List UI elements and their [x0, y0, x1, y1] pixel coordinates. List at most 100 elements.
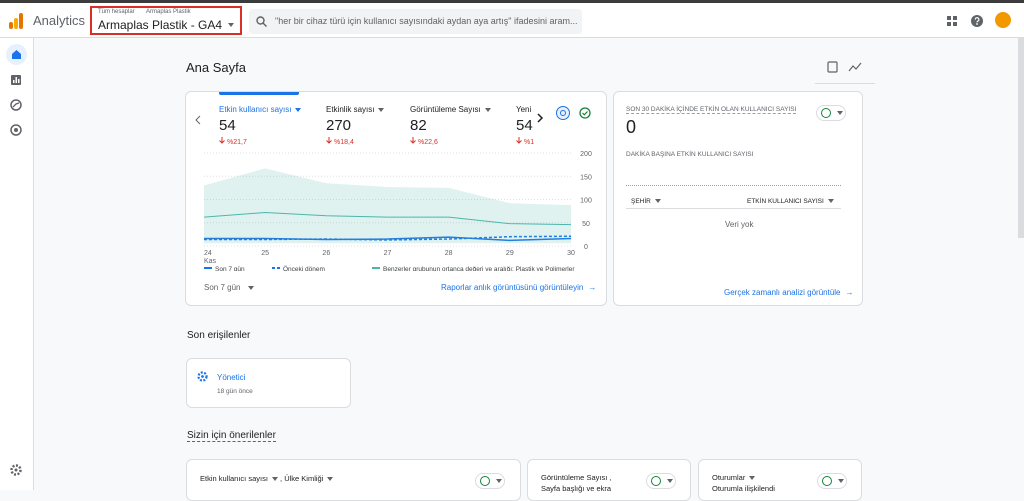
insights-icon[interactable] — [556, 106, 570, 120]
recent-time: 18 gün önce — [217, 388, 253, 395]
suggested-card[interactable]: Etkin kullanıcı sayısı , Ülke Kimliği — [186, 459, 521, 501]
metric-tab[interactable]: Etkinlik sayısı — [326, 105, 385, 114]
card-text: , Ülke Kimliği — [280, 474, 324, 483]
status-chip[interactable] — [475, 473, 505, 489]
metric-value: 54 — [219, 117, 236, 134]
sidebar — [0, 38, 34, 490]
nav-home[interactable] — [6, 44, 27, 65]
suggested-card[interactable]: Görüntüleme Sayısı , Sayfa başlığı ve ek… — [527, 459, 691, 501]
status-chip[interactable] — [817, 473, 847, 489]
series-line — [203, 212, 572, 226]
legend-label: Benzerler grubunun ortanca değeri ve ara… — [383, 266, 575, 271]
x-tick-label: 24 — [204, 250, 212, 257]
x-tick-label: 25 — [261, 250, 269, 257]
status-chip[interactable] — [646, 473, 676, 489]
y-tick-label: 0 — [584, 244, 588, 251]
arrow-path — [219, 137, 225, 144]
realtime-title: SON 30 DAKİKA İÇİNDE ETKİN OLAN KULLANIC… — [626, 106, 797, 114]
card-title: Etkin kullanıcı sayısı , Ülke Kimliği — [200, 474, 334, 483]
y-tick-label: 50 — [582, 221, 590, 228]
avatar[interactable] — [995, 12, 1011, 28]
metric-name: Etkinlik sayısı — [326, 105, 375, 114]
property-selector[interactable]: Tüm hesaplar Armaplas Plastik Armaplas P… — [90, 6, 242, 35]
legend-label: Önceki dönem — [283, 265, 325, 271]
arrow-path — [326, 137, 332, 144]
x-tick-label: 29 — [506, 250, 514, 257]
caret — [295, 107, 302, 112]
table-header[interactable]: ETKİN KULLANICI SAYISI — [747, 198, 834, 205]
change-text: %18,4 — [334, 139, 354, 146]
metric-name: Etkin kullanıcı sayısı — [219, 105, 292, 114]
breadcrumb: Tüm hesaplar — [98, 9, 135, 15]
caret — [378, 107, 385, 112]
status-chip[interactable] — [816, 105, 846, 121]
metric-name: Yeni — [516, 105, 532, 114]
help-icon[interactable] — [971, 15, 983, 27]
legend-label: Son 7 gün — [215, 266, 245, 271]
table-header[interactable]: ŞEHİR — [631, 198, 661, 205]
status-icon — [579, 107, 591, 119]
card-text: Görüntüleme Sayısı , — [541, 473, 612, 482]
x-sublabel: Kas — [204, 258, 217, 265]
suggested-card[interactable]: Oturumlar Oturumla ilişkilendi — [698, 459, 862, 501]
report-link-text: Raporlar anlık görüntüsünü görüntüleyin — [441, 283, 584, 292]
arrow-path — [516, 137, 522, 144]
realtime-card: SON 30 DAKİKA İÇİNDE ETKİN OLAN KULLANIC… — [613, 91, 863, 306]
metric-change: %21,7 — [219, 137, 247, 146]
metric-change: %22,6 — [410, 137, 438, 146]
series-line — [204, 235, 572, 241]
nav-explore[interactable] — [10, 99, 22, 111]
metric-tab[interactable]: Görüntüleme Sayısı — [410, 105, 491, 114]
change-text: %22,6 — [418, 139, 438, 146]
empty-state: Veri yok — [725, 220, 754, 229]
app-name: Analytics — [33, 13, 86, 28]
header-text: ETKİN KULLANICI SAYISI — [747, 198, 824, 205]
x-tick-label: 28 — [445, 250, 453, 257]
change-text: %21,7 — [227, 139, 247, 146]
metric-tab[interactable]: Yeni — [516, 105, 531, 114]
period-select[interactable]: Son 7 gün — [204, 283, 255, 292]
caret — [484, 107, 491, 112]
property-name: Armaplas Plastik - GA4 — [98, 18, 223, 32]
recent-item: Yönetici — [217, 373, 246, 382]
y-tick-label: 100 — [580, 198, 592, 205]
search-box[interactable]: "her bir cihaz türü için kullanıcı sayıs… — [249, 9, 582, 34]
top-bar: Analytics Tüm hesaplar Armaplas Plastik … — [0, 0, 1024, 38]
x-tick-label: 30 — [567, 250, 575, 257]
nav-reports[interactable] — [11, 75, 21, 85]
card-text: Oturumla ilişkilendi — [712, 484, 775, 493]
metric-change: %18,4 — [326, 137, 354, 146]
nav-advertising[interactable] — [10, 124, 22, 136]
metric-value: 82 — [410, 117, 427, 134]
search-placeholder: "her bir cihaz türü için kullanıcı sayıs… — [275, 16, 578, 26]
realtime-value: 0 — [626, 117, 637, 137]
scrollbar — [1018, 38, 1024, 238]
metric-value: 54 — [516, 117, 533, 134]
down-arrow — [219, 137, 225, 144]
realtime-link[interactable]: Gerçek zamanlı analizi görüntüle → — [724, 288, 854, 297]
apps-icon[interactable] — [947, 16, 957, 26]
nav-admin[interactable] — [10, 464, 22, 476]
y-tick-label: 200 — [580, 151, 592, 158]
card-text: Oturumlar — [712, 473, 756, 482]
realtime-link-text: Gerçek zamanlı analizi görüntüle — [724, 288, 841, 297]
series-line — [204, 236, 572, 242]
down-arrow — [326, 137, 332, 144]
benchmark-band — [204, 168, 571, 244]
overview-card: Etkin kullanıcı sayısı 54 %21,7 Etkinlik sa… — [185, 91, 607, 306]
header-text: ŞEHİR — [631, 198, 651, 205]
arrow-path — [410, 137, 416, 144]
x-tick-label: 26 — [322, 250, 330, 257]
recent-card[interactable]: Yönetici 18 gün önce — [186, 358, 351, 408]
report-link[interactable]: Raporlar anlık görüntüsünü görüntüleyin → — [441, 283, 597, 292]
metric-tab[interactable]: Etkin kullanıcı sayısı — [219, 105, 302, 114]
page-actions[interactable] — [827, 61, 863, 73]
card-text: Etkin kullanıcı sayısı — [200, 474, 268, 483]
period-label: Son 7 gün — [204, 283, 241, 292]
y-tick-label: 150 — [580, 174, 592, 181]
card-text: Oturumlar — [712, 473, 746, 482]
section-title: Sizin için önerilenler — [187, 430, 276, 442]
breadcrumb: Armaplas Plastik — [146, 9, 191, 15]
